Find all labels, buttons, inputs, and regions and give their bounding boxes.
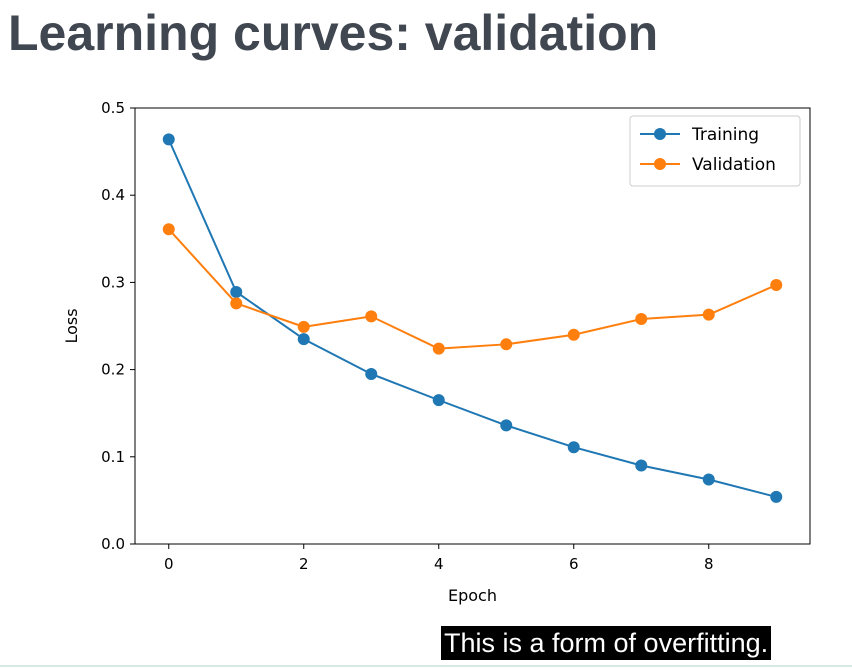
validation-point xyxy=(162,223,175,236)
validation-point xyxy=(297,320,310,333)
y-axis-label: Loss xyxy=(62,308,81,343)
chart-series xyxy=(162,133,783,503)
x-tick-label: 8 xyxy=(704,555,714,573)
training-point xyxy=(230,285,243,298)
series-training xyxy=(162,133,783,503)
validation-point xyxy=(500,338,513,351)
training-point xyxy=(500,419,513,432)
validation-point xyxy=(770,279,783,292)
training-point xyxy=(365,367,378,380)
chart-legend: Training Validation xyxy=(629,115,801,187)
legend-item-training: Training xyxy=(640,125,759,145)
overfitting-caption: This is a form of overfitting. xyxy=(441,626,772,660)
validation-point xyxy=(635,313,648,326)
training-point xyxy=(770,490,783,503)
validation-point xyxy=(567,328,580,341)
x-tick-label: 2 xyxy=(299,555,309,573)
plot-frame xyxy=(134,107,811,545)
loss-chart: 0 2 4 6 8 0.0 0.1 0.2 0.3 0.4 0.5 Epoch Loss Trainin… xyxy=(62,99,811,605)
legend-label: Validation xyxy=(692,155,776,175)
training-point xyxy=(635,459,648,472)
validation-point xyxy=(702,308,715,321)
y-tick-label: 0.5 xyxy=(101,99,125,117)
validation-point xyxy=(365,310,378,323)
y-tick-label: 0.0 xyxy=(101,535,125,553)
legend-label: Training xyxy=(691,125,759,145)
validation-point xyxy=(432,342,445,355)
x-axis-label: Epoch xyxy=(448,586,497,605)
validation-point xyxy=(230,297,243,310)
x-tick-label: 0 xyxy=(164,555,174,573)
training-point xyxy=(432,394,445,407)
x-tick-label: 6 xyxy=(569,555,579,573)
legend-swatch-marker xyxy=(654,158,666,170)
x-tick-label: 4 xyxy=(434,555,444,573)
training-point xyxy=(567,441,580,454)
validation-line xyxy=(168,228,777,350)
y-tick-label: 0.3 xyxy=(101,273,125,291)
slide-title: Learning curves: validation xyxy=(8,5,659,61)
chart-axes: 0 2 4 6 8 0.0 0.1 0.2 0.3 0.4 0.5 Epoch Loss xyxy=(62,99,811,605)
legend-item-validation: Validation xyxy=(640,155,776,175)
bottom-divider xyxy=(0,665,852,667)
y-tick-label: 0.1 xyxy=(101,448,125,466)
training-line xyxy=(167,138,777,498)
y-tick-label: 0.2 xyxy=(101,361,125,379)
training-point xyxy=(297,333,310,346)
training-point xyxy=(702,473,715,486)
y-tick-label: 0.4 xyxy=(101,186,125,204)
training-point xyxy=(162,133,175,146)
series-validation xyxy=(162,223,783,355)
legend-swatch-marker xyxy=(654,128,666,140)
